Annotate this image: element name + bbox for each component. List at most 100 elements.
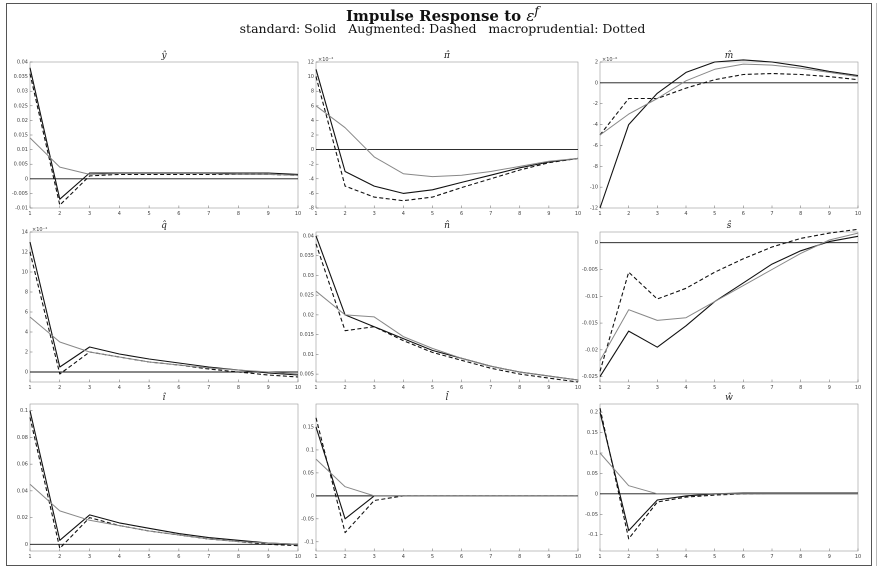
y-tick-label: 0.03 <box>17 89 28 95</box>
y-tick-label: -0.01 <box>15 206 28 212</box>
y-tick-label: 2 <box>595 60 598 66</box>
y-tick-label: 4 <box>25 330 28 336</box>
figure-title: Impulse Response to εf <box>0 3 885 25</box>
series-dotted-line <box>315 458 578 497</box>
y-tick-label: 0.05 <box>303 470 314 476</box>
y-tick-label: 12 <box>308 60 314 66</box>
axis-multiplier: ×10⁻⁴ <box>318 57 333 63</box>
y-tick-label: 0.025 <box>300 293 314 299</box>
series-dotted-line <box>599 232 859 361</box>
x-tick-label: 1 <box>314 385 317 391</box>
x-tick-label: 6 <box>177 211 180 217</box>
axis-multiplier: ×10⁻⁶ <box>602 57 617 63</box>
x-tick-label: 5 <box>431 554 434 560</box>
x-tick-label: 9 <box>547 211 550 217</box>
x-tick-label: 9 <box>267 385 270 391</box>
x-tick-label: 3 <box>88 385 91 391</box>
y-tick-label: 0 <box>25 542 28 548</box>
series-solid-line <box>599 235 859 377</box>
series-dashed-line <box>29 73 299 206</box>
axis-multiplier: ×10⁻⁴ <box>32 227 47 233</box>
series-dashed-line <box>315 243 579 383</box>
y-tick-label: 0.1 <box>20 408 28 414</box>
x-tick-label: 4 <box>684 385 687 391</box>
y-tick-label: 8 <box>25 290 28 296</box>
panel-axes-box <box>315 231 579 383</box>
y-tick-label: 0.01 <box>303 352 314 358</box>
panel-title: q̂ <box>161 220 167 231</box>
x-tick-label: 1 <box>28 211 31 217</box>
x-tick-label: 10 <box>295 554 301 560</box>
x-tick-label: 7 <box>770 211 773 217</box>
x-tick-label: 6 <box>460 554 463 560</box>
x-tick-label: 2 <box>627 554 630 560</box>
y-tick-label: -0.015 <box>582 321 598 327</box>
x-tick-label: 3 <box>88 554 91 560</box>
series-dotted-line <box>315 290 579 381</box>
x-tick-label: 8 <box>237 385 240 391</box>
x-tick-label: 5 <box>713 554 716 560</box>
y-tick-label: 0.06 <box>17 462 28 468</box>
panel-8: l̂ -0.1 -0.05 0 0.05 0.1 0.15 1 2 3 4 5 6 7 8 9 10 <box>301 391 581 560</box>
x-tick-label: 9 <box>828 211 831 217</box>
x-tick-label: 7 <box>489 554 492 560</box>
y-tick-label: 0.025 <box>14 103 28 109</box>
y-tick-label: -0.1 <box>304 539 314 545</box>
figure-frame <box>6 3 872 566</box>
y-tick-label: 0 <box>595 80 598 86</box>
y-tick-label: 0.02 <box>17 515 28 521</box>
y-tick-label: 8 <box>311 89 314 95</box>
x-tick-label: 2 <box>627 385 630 391</box>
y-tick-label: 0.1 <box>590 451 598 457</box>
series-solid-line <box>599 412 858 532</box>
y-tick-label: -10 <box>590 185 598 191</box>
y-tick-label: 10 <box>22 270 28 276</box>
panel-6: ŝ -0.025 -0.02 -0.015 -0.01 -0.005 0 1 2 3 4 5 6 7 8 9 1… <box>582 220 861 391</box>
x-tick-label: 7 <box>489 385 492 391</box>
x-tick-label: 6 <box>460 211 463 217</box>
x-tick-label: 6 <box>177 554 180 560</box>
series-dashed-line <box>599 228 859 372</box>
x-tick-label: 3 <box>656 554 659 560</box>
x-tick-label: 8 <box>518 211 521 217</box>
x-tick-label: 2 <box>58 554 61 560</box>
y-tick-label: -4 <box>593 122 598 128</box>
x-tick-label: 8 <box>799 211 802 217</box>
y-tick-label: 0.02 <box>17 118 28 124</box>
y-tick-label: 0.08 <box>17 435 28 441</box>
x-tick-label: 10 <box>575 385 581 391</box>
series-solid-line <box>599 59 859 209</box>
x-tick-label: 8 <box>237 211 240 217</box>
x-tick-label: 7 <box>489 211 492 217</box>
y-tick-label: 0 <box>25 370 28 376</box>
series-dotted-line <box>29 137 299 176</box>
series-dashed-line <box>315 76 579 202</box>
x-tick-label: 4 <box>684 554 687 560</box>
panel-axes-box <box>315 403 579 552</box>
y-tick-label: -0.025 <box>582 374 598 380</box>
panel-title: ŵ <box>725 392 733 403</box>
figure-title-text: Impulse Response to <box>345 7 527 25</box>
x-tick-label: 8 <box>518 385 521 391</box>
panel-9: ŵ -0.1 -0.05 0 0.05 0.1 0.15 0.2 1 2 3 4 5 6 7 8 9 10 <box>585 392 861 560</box>
panel-1: ŷ -0.01 -0.005 0 0.005 0.01 0.015 0.02 0.025 0.03… <box>12 50 301 217</box>
x-tick-label: 2 <box>344 211 347 217</box>
x-tick-label: 7 <box>207 554 210 560</box>
y-tick-label: 0.04 <box>17 60 28 66</box>
y-tick-label: 2 <box>311 133 314 139</box>
x-tick-label: 4 <box>402 554 405 560</box>
series-solid-line <box>29 67 299 200</box>
x-tick-label: 6 <box>742 385 745 391</box>
x-tick-label: 1 <box>598 554 601 560</box>
x-tick-label: 9 <box>547 554 550 560</box>
series-dotted-line <box>599 63 859 136</box>
x-tick-label: 10 <box>575 211 581 217</box>
y-tick-label: -6 <box>309 191 314 197</box>
y-tick-label: -0.005 <box>582 267 598 273</box>
y-tick-label: 0.1 <box>306 447 314 453</box>
x-tick-label: 4 <box>118 211 121 217</box>
figure-title-symbol: ε <box>526 7 535 25</box>
series-dotted-line <box>315 105 579 178</box>
